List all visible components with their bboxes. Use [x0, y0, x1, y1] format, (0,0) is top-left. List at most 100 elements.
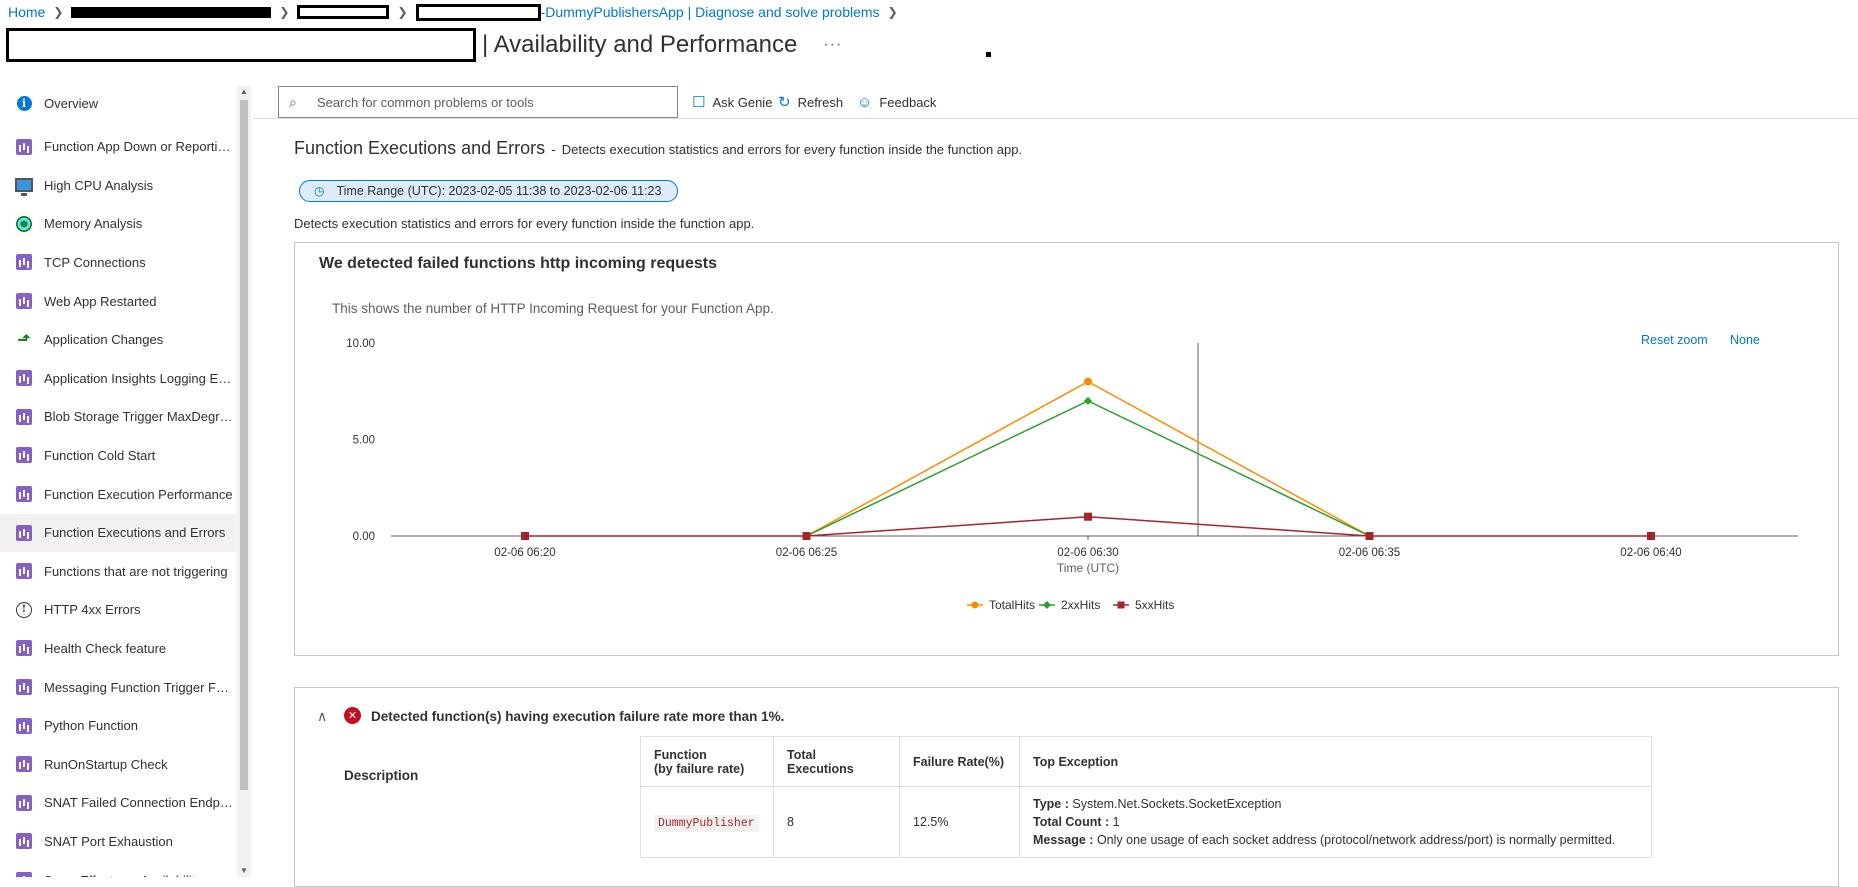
toolbar-divider: [253, 118, 1858, 119]
scroll-down-icon[interactable]: ▼: [240, 866, 248, 875]
legend-label-2xxhits: 2xxHits: [1061, 598, 1100, 612]
ask-genie-button[interactable]: ☐ Ask Genie: [692, 92, 772, 112]
x-tick-label: 02-06 06:20: [494, 547, 555, 559]
redacted-crumb: [71, 6, 272, 18]
feedback-button[interactable]: ☺ Feedback: [857, 92, 936, 112]
legend-marker: [1043, 601, 1051, 609]
more-options-icon[interactable]: ···: [823, 36, 843, 53]
error-icon: ✕: [344, 707, 361, 724]
reset-zoom-link[interactable]: Reset zoom: [1641, 333, 1708, 347]
sidebar-item-blob-storage-trigger-maxdegreeofparallelism[interactable]: Blob Storage Trigger MaxDegreeOfParallel…: [0, 398, 236, 436]
legend-marker: [971, 601, 979, 609]
type-value: System.Net.Sockets.SocketException: [1072, 797, 1282, 811]
title-row: | Availability and Performance ···: [6, 27, 842, 63]
search-input[interactable]: [315, 93, 655, 111]
function-name-code: DummyPublisher: [654, 814, 759, 832]
sidebar-item-label: Application Changes: [44, 332, 164, 348]
y-tick-label: 10.00: [346, 338, 375, 350]
scrollbar-thumb[interactable]: [240, 100, 248, 790]
bar-chart-icon: [14, 407, 34, 427]
cell-total-executions: 8: [773, 786, 900, 858]
monitor-icon: [14, 175, 34, 197]
sidebar-item-high-cpu-analysis[interactable]: High CPU Analysis: [0, 166, 236, 204]
sidebar: i Overview Function App Down or Reporting …: [0, 86, 253, 877]
sidebar-item-label: TCP Connections: [44, 254, 146, 270]
sidebar-item-snat-port-exhaustion[interactable]: SNAT Port Exhaustion: [0, 822, 236, 860]
sidebar-item-health-check-feature[interactable]: Health Check feature: [0, 629, 236, 667]
breadcrumb-chevron-icon: ❯: [397, 5, 408, 19]
bar-chart-icon: [14, 252, 34, 272]
refresh-button[interactable]: ↻ Refresh: [778, 92, 843, 112]
bar-chart-icon: [14, 677, 34, 697]
sidebar-item-label: Functions that are not triggering: [44, 563, 228, 579]
chart-title: We detected failed functions http incomi…: [319, 255, 717, 272]
search-box[interactable]: ⌕: [278, 86, 678, 118]
clock-icon: ◷: [314, 184, 325, 198]
sidebar-item-label: HTTP 4xx Errors: [44, 602, 141, 618]
sidebar-item-python-function[interactable]: Python Function: [0, 707, 236, 745]
sidebar-item-tcp-connections[interactable]: TCP Connections: [0, 243, 236, 281]
time-range-pill[interactable]: ◷ Time Range (UTC): 2023-02-05 11:38 to …: [299, 180, 679, 202]
bar-chart-icon: [14, 137, 34, 157]
sidebar-item-functions-that-are-not-triggering[interactable]: Functions that are not triggering: [0, 552, 236, 590]
sidebar-item-application-changes[interactable]: ⬏ Application Changes: [0, 321, 236, 359]
line-chart[interactable]: 10.00 5.00 0.00 02-06 06:20 02-06 06:25 02-06…: [295, 243, 1838, 655]
sidebar-scrollbar[interactable]: ▲ ▼: [237, 86, 251, 877]
scroll-up-icon[interactable]: ▲: [240, 87, 248, 96]
sidebar-item-function-execution-performance[interactable]: Function Execution Performance: [0, 475, 236, 513]
none-link[interactable]: None: [1730, 333, 1760, 347]
sidebar-item-messaging-function-trigger-failure[interactable]: Messaging Function Trigger Failure: [0, 668, 236, 706]
changes-icon: ⬏: [17, 331, 31, 349]
artifact-dot: [986, 52, 991, 57]
bar-chart-icon: [14, 716, 34, 736]
search-icon: ⌕: [289, 93, 297, 110]
y-tick-label: 0.00: [353, 531, 375, 543]
bar-chart-icon: [14, 291, 34, 311]
breadcrumb-chevron-icon: ❯: [279, 5, 290, 19]
sidebar-item-label: Function Executions and Errors: [44, 525, 226, 541]
sidebar-item-label: Function Execution Performance: [44, 486, 233, 502]
breadcrumb-home[interactable]: Home: [8, 4, 46, 20]
sidebar-item-label: Health Check feature: [44, 640, 167, 656]
sidebar-item-function-app-down-or-reporting-errors[interactable]: Function App Down or Reporting Errors: [0, 128, 236, 166]
sidebar-item-label: Python Function: [44, 718, 138, 734]
data-point-5xxhits: [521, 532, 529, 540]
data-point-5xxhits: [1647, 532, 1655, 540]
sidebar-item-label: High CPU Analysis: [44, 177, 154, 193]
sidebar-item-overview[interactable]: i Overview: [0, 86, 236, 122]
sidebar-item-runonstartup-check[interactable]: RunOnStartup Check: [0, 745, 236, 783]
breadcrumb-diagnose[interactable]: -DummyPublishersApp | Diagnose and solve…: [540, 4, 880, 20]
chevron-up-icon[interactable]: ∧: [317, 708, 328, 724]
x-tick-label: 02-06 06:30: [1057, 547, 1118, 559]
section-heading: Function Executions and Errors - Detects…: [294, 138, 1022, 159]
count-value: 1: [1112, 815, 1120, 829]
breadcrumb: Home ❯ ❯ ❯ -DummyPublishersApp | Diagnos…: [8, 2, 906, 22]
sidebar-item-label: Function App Down or Reporting Errors: [44, 139, 236, 155]
insight-table: Function (by failure rate) Total Executi…: [640, 736, 1652, 858]
insight-title: Detected function(s) having execution fa…: [371, 709, 785, 724]
bar-chart-icon: [14, 561, 34, 581]
bar-chart-icon: [14, 484, 34, 504]
sidebar-item-label: Messaging Function Trigger Failure: [44, 679, 236, 695]
redacted-crumb: [415, 3, 541, 21]
sidebar-item-swap-effects-on-availability[interactable]: Swap Effects on Availability: [0, 861, 236, 877]
bar-chart-icon: [14, 445, 34, 465]
sidebar-item-label: Blob Storage Trigger MaxDegreeOfParallel…: [44, 409, 236, 425]
page-title: | Availability and Performance: [482, 31, 798, 58]
bar-chart-icon: [14, 870, 34, 877]
sidebar-item-function-executions-and-errors[interactable]: Function Executions and Errors: [0, 513, 236, 552]
sidebar-item-application-insights-logging-enabled[interactable]: Application Insights Logging Enabled: [0, 359, 236, 397]
message-label: Message :: [1033, 833, 1094, 847]
sidebar-item-label: Application Insights Logging Enabled: [44, 370, 236, 386]
sidebar-item-http-4xx-errors[interactable]: ! HTTP 4xx Errors: [0, 591, 236, 629]
sidebar-item-memory-analysis[interactable]: Memory Analysis: [0, 205, 236, 243]
sidebar-item-function-cold-start[interactable]: Function Cold Start: [0, 436, 236, 474]
table-header-row: Function (by failure rate) Total Executi…: [640, 736, 1652, 787]
redacted-resource-name: [6, 28, 476, 62]
description-label: Description: [344, 768, 419, 783]
table-row: DummyPublisher 8 12.5% Type : System.Net…: [640, 786, 1652, 858]
sidebar-item-snat-failed-connection-endpoints[interactable]: SNAT Failed Connection Endpoints: [0, 784, 236, 822]
sidebar-item-label: Web App Restarted: [44, 293, 157, 309]
message-value: Only one usage of each socket address (p…: [1096, 833, 1616, 847]
sidebar-item-web-app-restarted[interactable]: Web App Restarted: [0, 282, 236, 320]
